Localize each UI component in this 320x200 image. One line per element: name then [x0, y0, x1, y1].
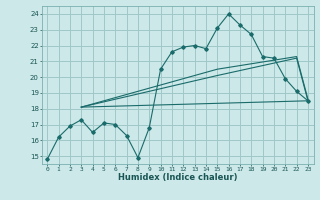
X-axis label: Humidex (Indice chaleur): Humidex (Indice chaleur)	[118, 173, 237, 182]
